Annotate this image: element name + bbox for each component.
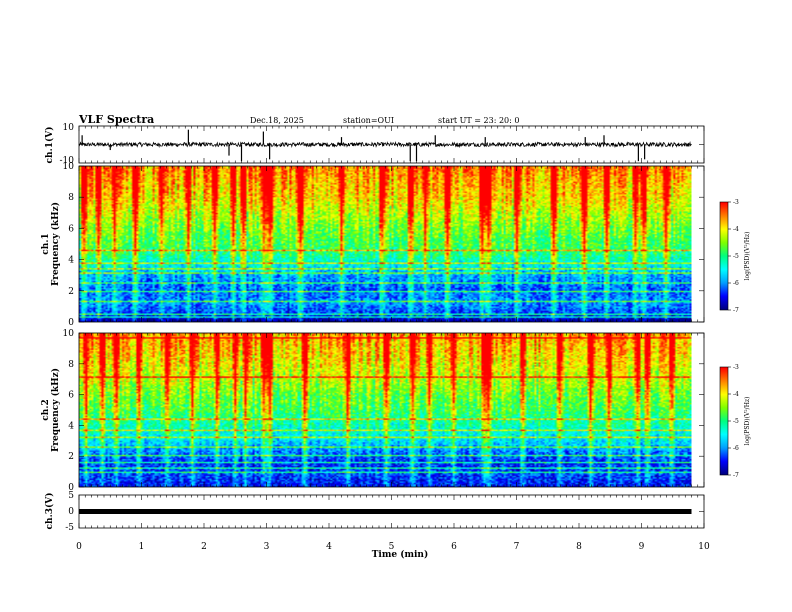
colorbar-tick-label: -4 [733, 226, 739, 233]
ch1-waveform-ticks [78, 126, 705, 163]
colorbar-tick-label: -4 [733, 391, 739, 398]
colorbar-tick-label: -5 [733, 253, 739, 260]
colorbar-tick-label: -5 [733, 418, 739, 425]
ch1-colorbar-gradient [720, 202, 728, 310]
ch1-spectrogram-panel: 0 2 4 6 8 10 ch.1 Frequency (kHz) [41, 162, 705, 328]
time-tick-label: 0 [76, 542, 82, 552]
ch1-spectrogram-ylabel-channel: ch.1 [41, 233, 51, 254]
colorbar-tick-label: -3 [733, 364, 739, 371]
ch1-spectrogram-ylabel-frequency: Frequency (kHz) [50, 202, 61, 286]
time-axis-tick-labels: 0 1 2 3 4 5 6 7 8 9 10 [76, 542, 710, 552]
ch1-colorbar-ticks: -3 -4 -5 -6 -7 [728, 199, 739, 314]
date-label: Dec.18, 2025 [250, 116, 304, 125]
frequency-tick-label: 6 [68, 224, 74, 234]
frequency-tick-label: 4 [68, 421, 74, 431]
ch3-ytick-bottom: -5 [65, 523, 74, 533]
ch3-ytick-mid: 0 [68, 507, 74, 517]
time-tick-label: 10 [698, 542, 710, 552]
ch3-waveform-panel: 5 0 -5 ch.3(V) [44, 491, 705, 533]
colorbar-tick-label: -6 [733, 445, 739, 452]
ch1-waveform-ylabel: ch.1(V) [44, 127, 55, 164]
time-tick-label: 7 [514, 542, 520, 552]
time-tick-label: 8 [576, 542, 582, 552]
frequency-tick-label: 6 [68, 391, 74, 401]
ch2-spectrogram-image [79, 333, 692, 487]
time-tick-label: 4 [326, 542, 332, 552]
ch2-spectrogram-ticks [78, 332, 705, 488]
colorbar-tick-label: -3 [733, 199, 739, 206]
time-tick-label: 6 [451, 542, 457, 552]
time-tick-label: 2 [201, 542, 207, 552]
frequency-tick-label: 4 [68, 256, 74, 266]
ch3-ytick-top: 5 [68, 491, 74, 501]
ch2-colorbar: -3 -4 -5 -6 -7 log(PSD)(V²/Hz) [719, 364, 751, 479]
ch1-waveform-panel: 10 -10 ch.1(V) [44, 123, 705, 166]
ch1-waveform-trace [78, 129, 692, 162]
ch1-noise-trace [78, 140, 692, 149]
frequency-tick-label: 0 [68, 483, 74, 493]
frequency-tick-label: 2 [68, 287, 74, 297]
ch2-colorbar-label: log(PSD)(V²/Hz) [744, 397, 751, 446]
frequency-tick-label: 10 [63, 329, 75, 339]
figure-title: VLF Spectra [78, 113, 154, 126]
frequency-tick-label: 8 [68, 360, 74, 370]
ch1-ytick-bottom: -10 [60, 156, 75, 166]
ch3-waveform-ylabel: ch.3(V) [44, 493, 55, 530]
ch1-colorbar-label: log(PSD)(V²/Hz) [744, 232, 751, 281]
ch1-colorbar: -3 -4 -5 -6 -7 log(PSD)(V²/Hz) [719, 199, 751, 314]
time-tick-label: 9 [639, 542, 645, 552]
time-axis-label: Time (min) [372, 549, 429, 560]
station-label: station=OUI [343, 116, 394, 125]
ch1-spectrogram-ytick-labels: 0 2 4 6 8 10 [63, 162, 75, 328]
time-tick-label: 1 [139, 542, 145, 552]
ch1-spectrogram-ticks [78, 165, 705, 323]
ch2-spectrogram-panel: 0 2 4 6 8 10 ch.2 Frequency (kHz) [41, 329, 705, 493]
start-time-label: start UT = 23: 20: 0 [438, 116, 519, 125]
ch2-spectrogram-ylabel-frequency: Frequency (kHz) [50, 368, 61, 452]
frequency-tick-label: 10 [63, 162, 75, 172]
time-tick-label: 3 [264, 542, 270, 552]
ch2-spectrogram-ylabel-channel: ch.2 [41, 399, 51, 420]
ch3-waveform-ticks [78, 495, 705, 528]
ch1-spectrogram-image [79, 166, 692, 322]
colorbar-tick-label: -7 [733, 307, 739, 314]
time-tick-label: 5 [389, 542, 395, 552]
frequency-tick-label: 8 [68, 193, 74, 203]
frequency-tick-label: 2 [68, 452, 74, 462]
colorbar-tick-label: -6 [733, 280, 739, 287]
ch2-colorbar-gradient [720, 367, 728, 475]
ch1-ytick-top: 10 [63, 123, 75, 133]
frequency-tick-label: 0 [68, 318, 74, 328]
colorbar-tick-label: -7 [733, 472, 739, 479]
ch2-spectrogram-ytick-labels: 0 2 4 6 8 10 [63, 329, 75, 493]
ch2-colorbar-ticks: -3 -4 -5 -6 -7 [728, 364, 739, 479]
